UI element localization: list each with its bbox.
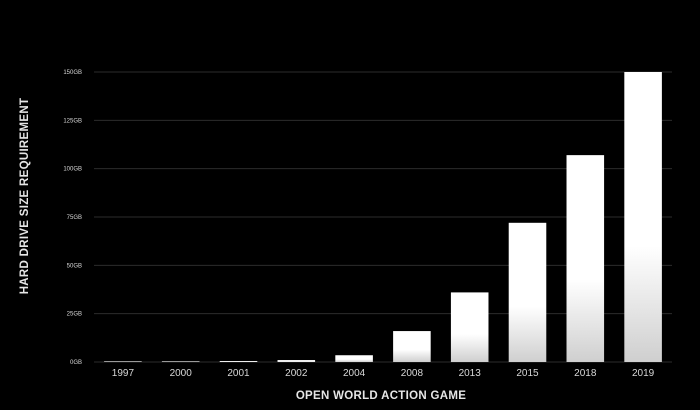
- bar-2015: [508, 222, 547, 362]
- y-tick-label: 150GB: [63, 70, 82, 76]
- y-tick-label: 125GB: [63, 118, 82, 124]
- x-axis-ticks: 1997 2000 2001 2002 2004 2008 2013 2015 2018 2019: [112, 368, 655, 379]
- x-tick-label: 1997: [112, 368, 135, 379]
- bar-1997: [104, 361, 142, 362]
- y-tick-label: 100GB: [63, 167, 82, 173]
- bar-2004: [335, 355, 373, 362]
- y-tick-label: 75GB: [67, 215, 82, 221]
- bar-2000: [161, 361, 200, 362]
- x-axis-title: OPEN WORLD ACTION GAME: [296, 390, 466, 402]
- y-tick-label: 25GB: [67, 312, 82, 318]
- y-tick-label: 50GB: [67, 263, 82, 269]
- x-tick-label: 2001: [227, 368, 250, 379]
- bar-2008: [393, 331, 431, 362]
- y-axis-title: HARD DRIVE SIZE REQUIREMENT: [19, 98, 31, 295]
- bar-2018: [566, 155, 605, 362]
- x-tick-label: 2008: [401, 368, 424, 379]
- y-tick-label: 0GB: [70, 360, 82, 366]
- bar-2013: [450, 292, 489, 362]
- x-tick-label: 2013: [459, 368, 482, 379]
- x-tick-label: 2018: [574, 368, 597, 379]
- y-axis-ticks: 0GB 25GB 50GB 75GB 100GB 125GB 150GB: [63, 70, 82, 366]
- x-tick-label: 2000: [170, 368, 193, 379]
- bars: [104, 72, 662, 362]
- grid-lines: [94, 71, 672, 363]
- x-tick-label: 2002: [285, 368, 308, 379]
- bar-2002: [277, 360, 316, 362]
- x-tick-label: 2015: [516, 368, 539, 379]
- x-tick-label: 2019: [632, 368, 655, 379]
- bar-2001: [219, 361, 258, 362]
- x-tick-label: 2004: [343, 368, 366, 379]
- bar-2019: [624, 72, 662, 362]
